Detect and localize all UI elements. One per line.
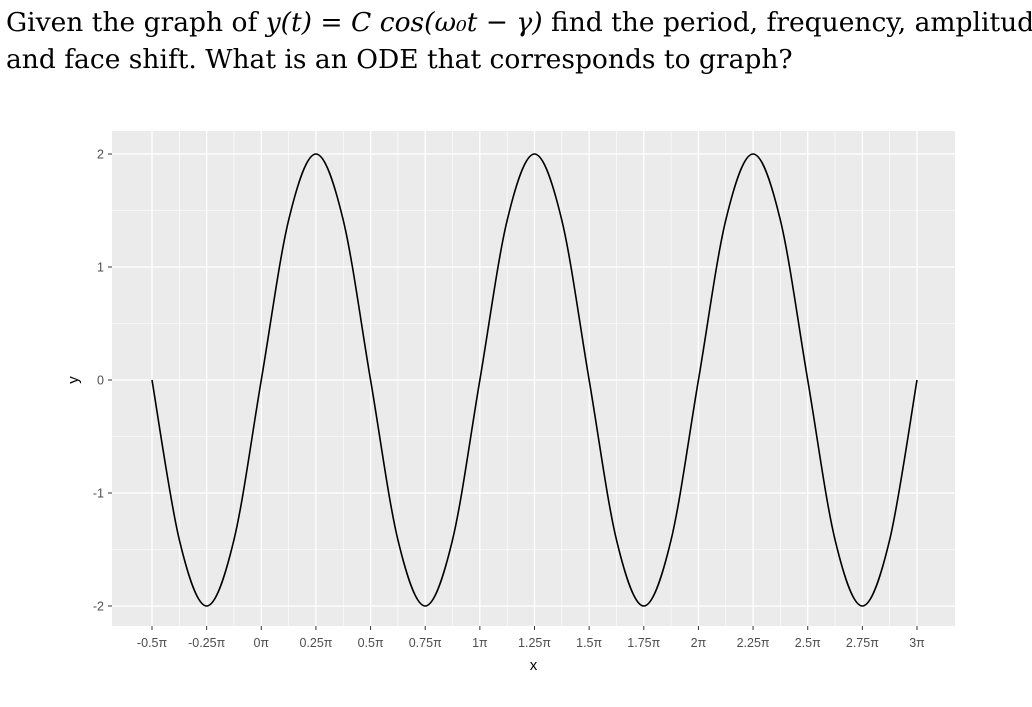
x-tick-label: 2.25π xyxy=(737,636,770,650)
question-line-1: Given the graph of y(t) = C cos(ω₀t − γ)… xyxy=(6,4,1032,41)
x-tick-label: -0.25π xyxy=(188,636,225,650)
x-tick-label: 0.25π xyxy=(299,636,332,650)
x-axis-title: x xyxy=(530,657,538,674)
question-line-1-post: find the period, frequency, amplitude, xyxy=(542,7,1032,38)
x-tick-label: 1π xyxy=(472,636,488,650)
x-tick-label: 1.75π xyxy=(627,636,660,650)
question-text: Given the graph of y(t) = C cos(ω₀t − γ)… xyxy=(6,4,1032,78)
x-tick-label: 0.75π xyxy=(409,636,442,650)
y-axis-title: y xyxy=(65,376,82,384)
x-tick-label: 2.75π xyxy=(846,636,879,650)
x-tick-label: 2π xyxy=(691,636,707,650)
y-tick-label: -1 xyxy=(93,487,104,501)
x-tick-label: 3π xyxy=(909,636,925,650)
y-axis: -2 -1 0 1 2 xyxy=(93,148,112,614)
x-tick-label: 0.5π xyxy=(358,636,384,650)
y-tick-label: -2 xyxy=(93,600,104,614)
series-line xyxy=(151,153,918,607)
x-tick-label: 2.5π xyxy=(795,636,821,650)
question-line-2: and face shift. What is an ODE that corr… xyxy=(6,44,793,75)
y-tick-label: 2 xyxy=(97,148,104,162)
x-tick-label: 0π xyxy=(253,636,269,650)
y-tick-label: 1 xyxy=(97,261,104,275)
x-tick-label: 1.25π xyxy=(518,636,551,650)
x-tick-label: 1.5π xyxy=(576,636,602,650)
y-tick-label: 0 xyxy=(97,374,104,388)
question-line-1-pre: Given the graph of xyxy=(6,7,266,38)
x-axis: -0.5π -0.25π 0π 0.25π 0.5π 0.75π 1π 1.25π 1.5π 1.… xyxy=(137,626,925,650)
x-tick-label: -0.5π xyxy=(137,636,168,650)
grid-minor xyxy=(112,131,955,626)
question-formula: y(t) = C cos(ω₀t − γ) xyxy=(265,7,543,38)
plot-panel xyxy=(112,131,955,626)
